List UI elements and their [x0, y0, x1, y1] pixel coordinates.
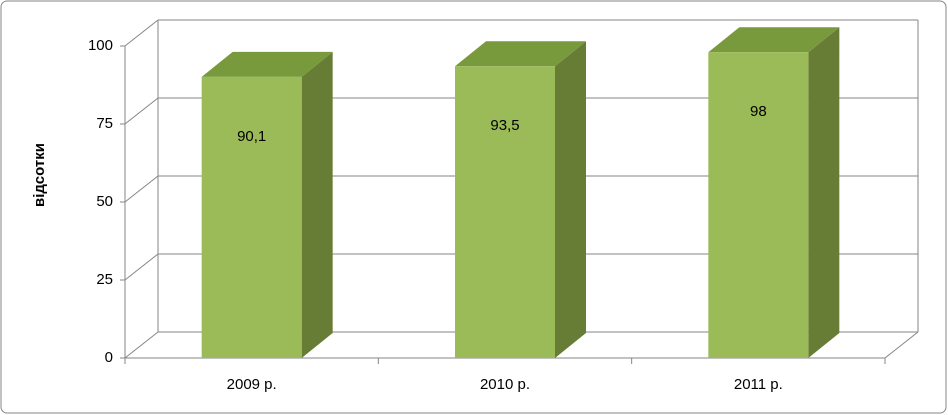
x-tick-label: 2010 р. [480, 376, 530, 393]
y-tick-label: 25 [96, 271, 113, 288]
grid-line [124, 175, 159, 203]
grid-line [124, 19, 159, 47]
bar [708, 52, 809, 359]
data-label: 93,5 [490, 117, 519, 134]
bar-top [708, 27, 840, 53]
x-tick-label: 2011 р. [734, 376, 783, 393]
floor-edge [884, 331, 919, 359]
data-label: 90,1 [237, 128, 266, 145]
data-label: 98 [750, 103, 767, 120]
bar [201, 76, 302, 358]
bar [455, 66, 555, 358]
y-axis-label: відсотки [31, 143, 48, 207]
grid-line [124, 253, 159, 281]
bar-side [555, 41, 586, 358]
y-tick-label: 50 [96, 193, 113, 210]
bar-top [201, 51, 333, 77]
bar-top [455, 41, 586, 67]
y-tick-label: 100 [88, 37, 113, 54]
grid-line [124, 331, 159, 359]
bar-side [301, 51, 333, 358]
x-tick-label: 2009 р. [227, 376, 277, 393]
y-tick-label: 75 [96, 115, 113, 132]
bar-side [808, 27, 840, 359]
grid-line [124, 97, 159, 125]
y-tick-label: 0 [105, 349, 113, 366]
